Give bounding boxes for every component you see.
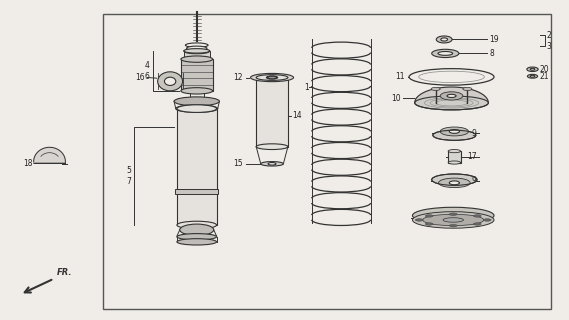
Text: 1: 1 — [304, 83, 309, 92]
Ellipse shape — [440, 92, 463, 100]
Ellipse shape — [413, 207, 494, 224]
Ellipse shape — [181, 56, 213, 62]
Ellipse shape — [473, 223, 481, 225]
Text: 4
6: 4 6 — [145, 61, 150, 81]
Ellipse shape — [439, 178, 470, 188]
Text: 12: 12 — [234, 73, 243, 82]
Bar — [256, 77, 288, 147]
Ellipse shape — [413, 212, 494, 228]
Ellipse shape — [185, 43, 208, 47]
Ellipse shape — [268, 163, 276, 165]
Bar — [448, 151, 460, 163]
Bar — [175, 189, 218, 194]
Ellipse shape — [425, 223, 433, 225]
Ellipse shape — [431, 87, 440, 91]
Text: FR.: FR. — [57, 268, 72, 277]
Ellipse shape — [184, 49, 210, 53]
Ellipse shape — [177, 234, 217, 240]
Text: 10: 10 — [391, 94, 401, 103]
Ellipse shape — [267, 76, 277, 79]
Text: 20: 20 — [539, 65, 549, 74]
Ellipse shape — [527, 74, 538, 78]
Ellipse shape — [177, 221, 217, 229]
Ellipse shape — [438, 52, 453, 55]
Text: 15: 15 — [233, 159, 243, 168]
Ellipse shape — [158, 72, 183, 91]
Ellipse shape — [256, 75, 288, 80]
Ellipse shape — [450, 213, 457, 215]
Ellipse shape — [180, 224, 214, 236]
Ellipse shape — [448, 161, 460, 164]
Ellipse shape — [266, 76, 278, 79]
Text: 13: 13 — [447, 213, 456, 222]
Text: 18: 18 — [23, 159, 32, 168]
Text: 8: 8 — [489, 49, 494, 58]
Ellipse shape — [530, 75, 535, 77]
Text: 16: 16 — [135, 73, 145, 82]
Ellipse shape — [441, 38, 448, 41]
Text: 5
7: 5 7 — [126, 166, 131, 186]
Ellipse shape — [177, 105, 217, 112]
Ellipse shape — [432, 49, 459, 58]
Ellipse shape — [250, 73, 294, 82]
Ellipse shape — [419, 71, 484, 83]
Bar — [190, 51, 204, 127]
Ellipse shape — [443, 218, 463, 222]
Text: 11: 11 — [395, 72, 405, 81]
Ellipse shape — [450, 181, 459, 185]
Text: 9: 9 — [472, 129, 476, 138]
Bar — [181, 59, 213, 91]
Bar — [177, 108, 217, 225]
Ellipse shape — [433, 130, 476, 140]
Ellipse shape — [256, 144, 288, 149]
Polygon shape — [415, 87, 488, 103]
Ellipse shape — [448, 149, 460, 153]
Ellipse shape — [450, 130, 459, 133]
Ellipse shape — [432, 174, 477, 185]
Ellipse shape — [409, 69, 494, 85]
Ellipse shape — [181, 88, 213, 94]
Ellipse shape — [530, 68, 535, 70]
Ellipse shape — [415, 219, 423, 221]
Ellipse shape — [164, 77, 176, 85]
Text: 21: 21 — [539, 72, 549, 81]
Ellipse shape — [450, 224, 457, 227]
Ellipse shape — [527, 67, 538, 71]
Text: 9: 9 — [472, 176, 476, 185]
Ellipse shape — [174, 97, 220, 106]
Bar — [184, 51, 210, 59]
Text: 2
3: 2 3 — [547, 31, 551, 51]
Ellipse shape — [473, 215, 481, 217]
Ellipse shape — [176, 105, 218, 112]
Ellipse shape — [423, 214, 484, 226]
Text: 19: 19 — [489, 35, 499, 44]
Ellipse shape — [463, 87, 472, 91]
Text: 17: 17 — [467, 152, 476, 161]
Bar — [104, 14, 551, 309]
Ellipse shape — [440, 127, 468, 136]
Ellipse shape — [184, 49, 209, 54]
Ellipse shape — [187, 46, 207, 51]
Ellipse shape — [483, 219, 491, 221]
Polygon shape — [34, 147, 65, 163]
Ellipse shape — [177, 239, 217, 245]
Ellipse shape — [436, 36, 452, 43]
Ellipse shape — [425, 215, 433, 217]
Ellipse shape — [415, 96, 488, 110]
Text: 14: 14 — [292, 111, 302, 120]
Ellipse shape — [447, 94, 456, 98]
Ellipse shape — [261, 162, 283, 166]
Ellipse shape — [184, 57, 210, 61]
